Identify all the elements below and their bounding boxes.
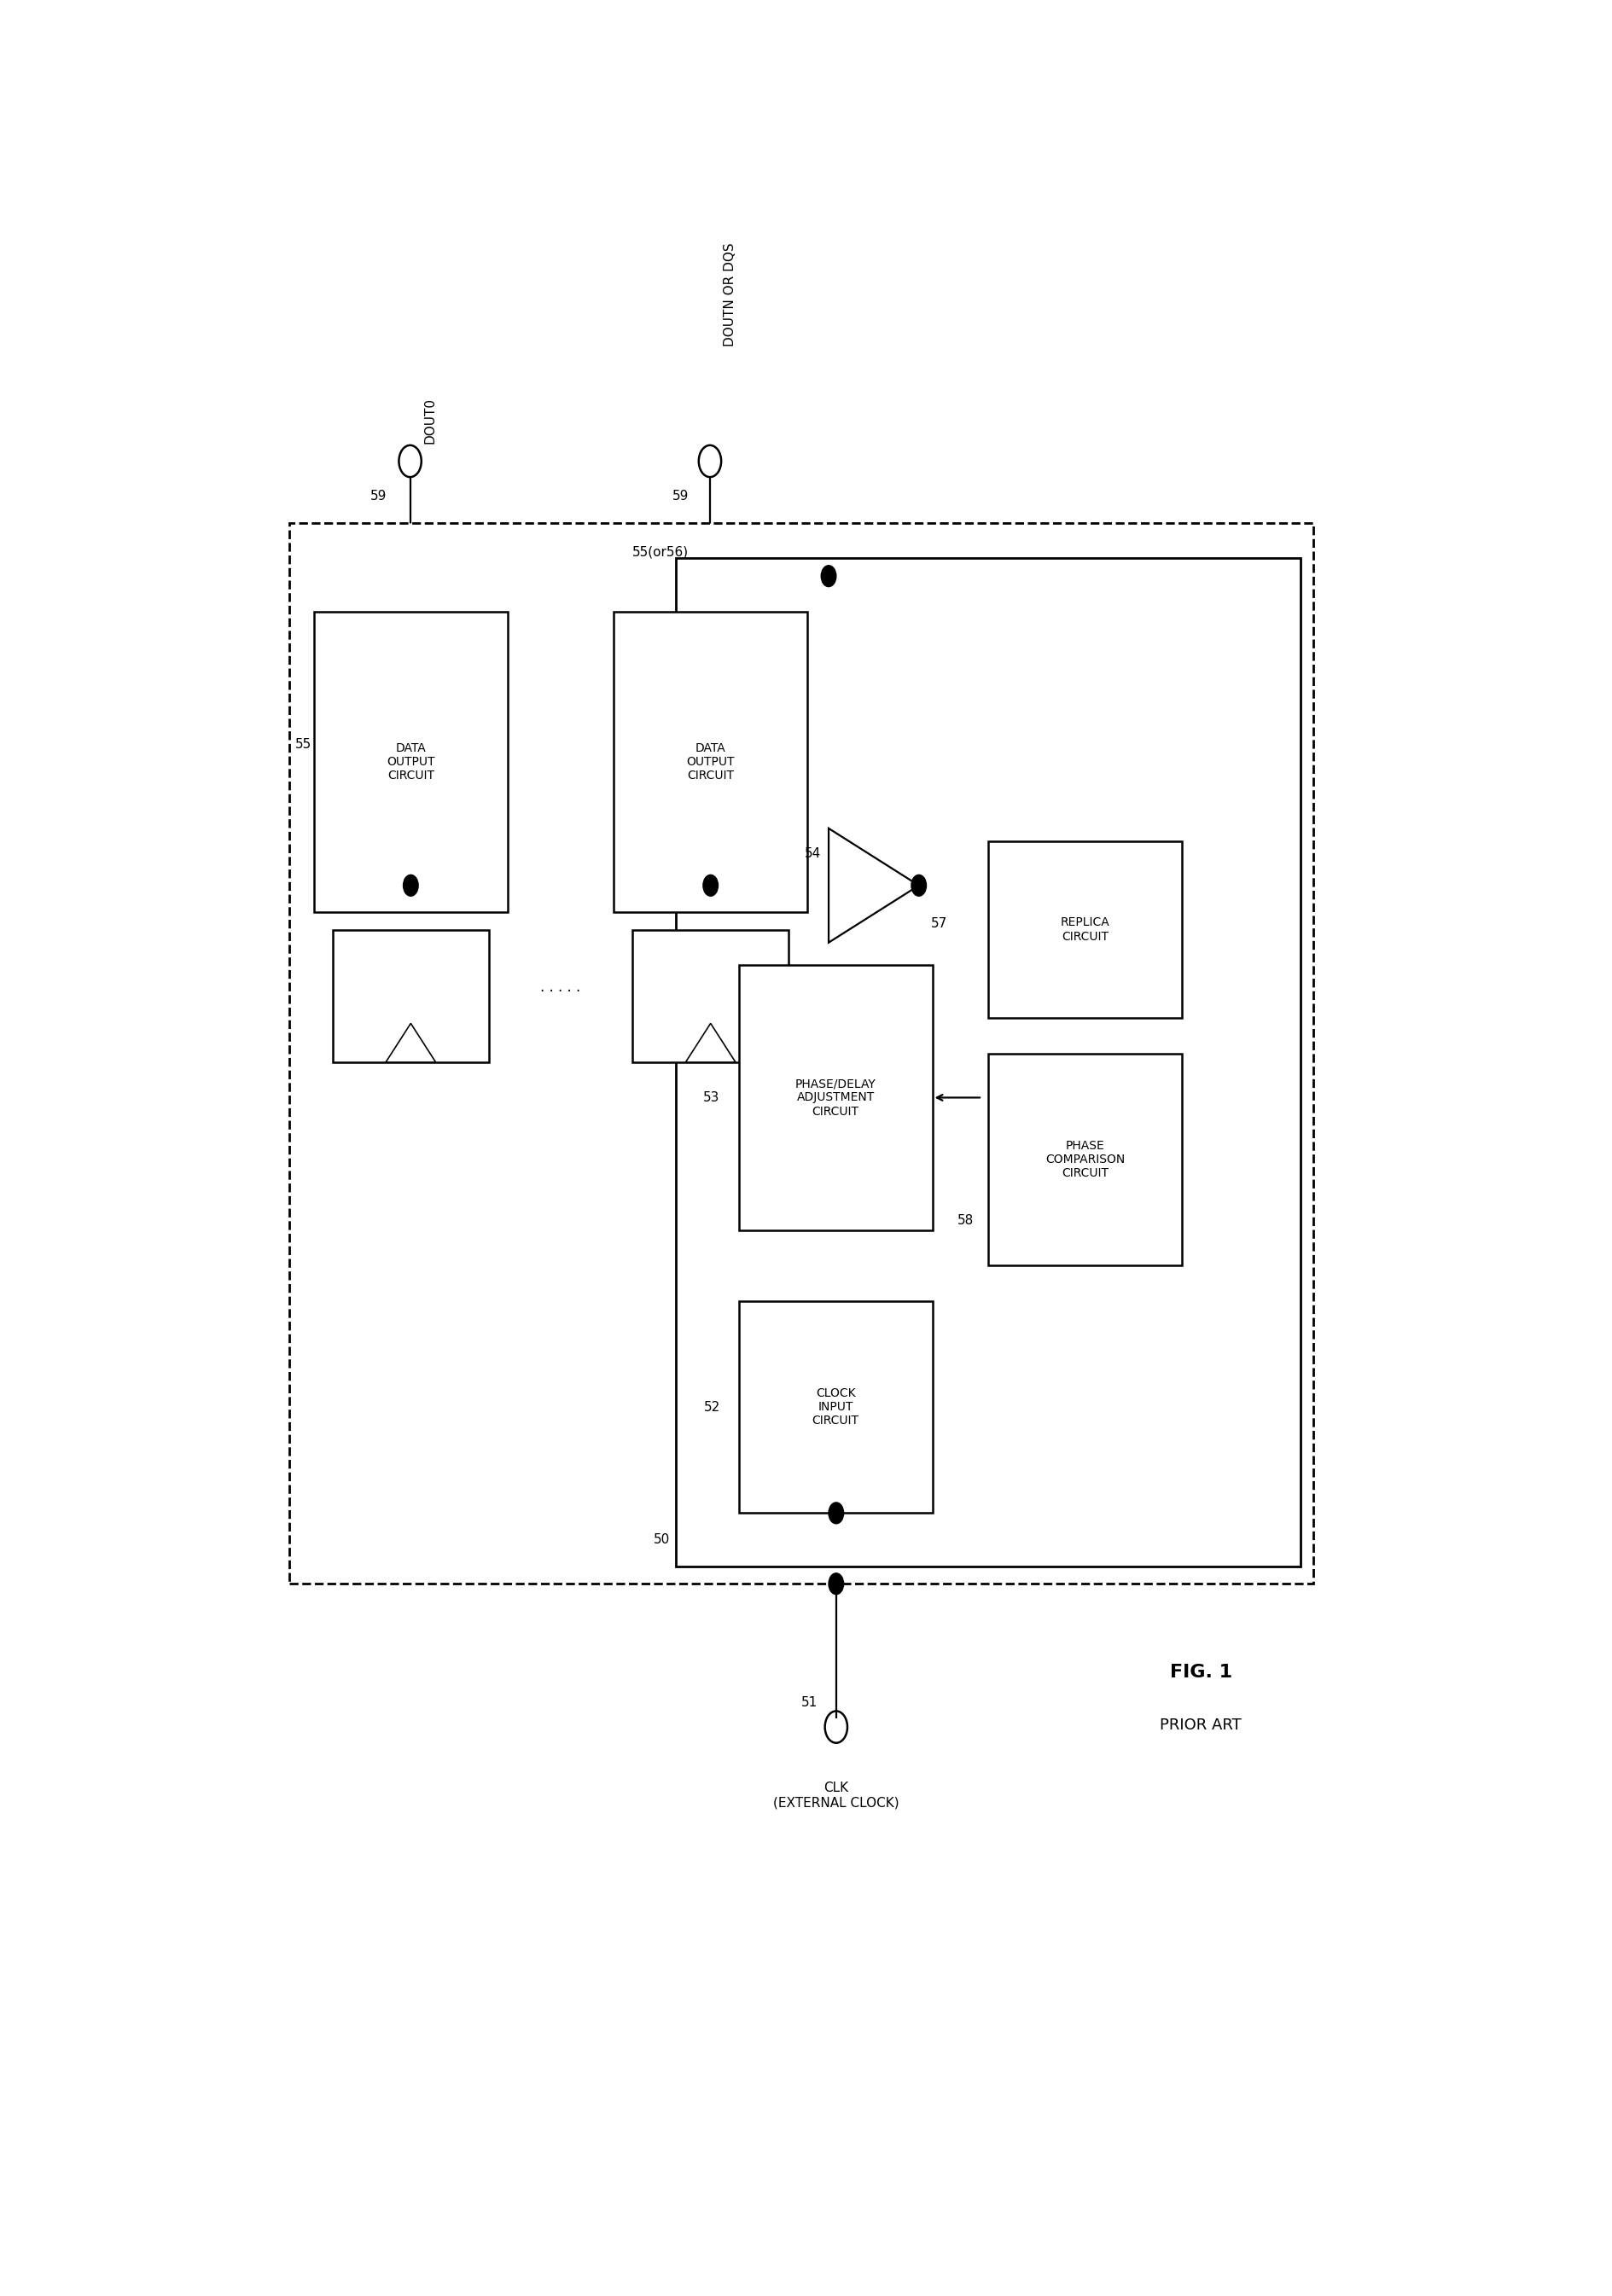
Circle shape bbox=[403, 875, 418, 895]
Circle shape bbox=[821, 565, 837, 588]
Text: 54: 54 bbox=[804, 847, 821, 861]
Polygon shape bbox=[829, 829, 919, 944]
Text: 53: 53 bbox=[703, 1091, 721, 1104]
Text: DOUT0: DOUT0 bbox=[424, 397, 437, 443]
Bar bbox=[738, 1302, 932, 1513]
Text: DOUTN OR DQS: DOUTN OR DQS bbox=[724, 243, 737, 347]
Text: DATA
OUTPUT
CIRCUIT: DATA OUTPUT CIRCUIT bbox=[687, 742, 735, 781]
Bar bbox=[614, 611, 808, 912]
Polygon shape bbox=[685, 1024, 735, 1063]
Circle shape bbox=[911, 875, 927, 895]
Text: CLOCK
INPUT
CIRCUIT: CLOCK INPUT CIRCUIT bbox=[812, 1387, 859, 1426]
Polygon shape bbox=[385, 1024, 435, 1063]
Text: 55(or56): 55(or56) bbox=[632, 546, 688, 558]
Text: REPLICA
CIRCUIT: REPLICA CIRCUIT bbox=[1061, 916, 1111, 944]
Text: 52: 52 bbox=[703, 1401, 721, 1414]
Bar bbox=[332, 930, 488, 1063]
Bar bbox=[988, 840, 1182, 1017]
Text: 50: 50 bbox=[653, 1534, 671, 1545]
Text: PRIOR ART: PRIOR ART bbox=[1161, 1717, 1241, 1733]
Text: PHASE/DELAY
ADJUSTMENT
CIRCUIT: PHASE/DELAY ADJUSTMENT CIRCUIT bbox=[795, 1077, 875, 1118]
Text: 57: 57 bbox=[932, 918, 948, 930]
Text: 51: 51 bbox=[801, 1697, 817, 1708]
Circle shape bbox=[829, 1573, 843, 1593]
Circle shape bbox=[703, 875, 717, 895]
Circle shape bbox=[829, 1502, 843, 1525]
Bar bbox=[738, 964, 932, 1231]
Bar bbox=[677, 558, 1301, 1566]
Text: . . . . .: . . . . . bbox=[540, 980, 580, 994]
Text: PHASE
COMPARISON
CIRCUIT: PHASE COMPARISON CIRCUIT bbox=[1046, 1139, 1125, 1180]
Text: 58: 58 bbox=[958, 1215, 974, 1226]
Bar bbox=[988, 1054, 1182, 1265]
Text: 59: 59 bbox=[369, 489, 387, 503]
Bar bbox=[289, 523, 1314, 1584]
Text: 59: 59 bbox=[672, 489, 688, 503]
Text: 55: 55 bbox=[295, 737, 311, 751]
Bar bbox=[314, 611, 508, 912]
Text: FIG. 1: FIG. 1 bbox=[1170, 1665, 1232, 1681]
Bar bbox=[632, 930, 788, 1063]
Text: DATA
OUTPUT
CIRCUIT: DATA OUTPUT CIRCUIT bbox=[387, 742, 435, 781]
Text: CLK
(EXTERNAL CLOCK): CLK (EXTERNAL CLOCK) bbox=[774, 1782, 899, 1809]
